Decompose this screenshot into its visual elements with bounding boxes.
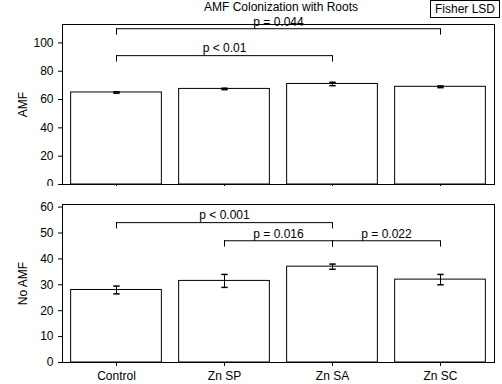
svg-text:Zn SA: Zn SA (316, 369, 349, 383)
svg-text:Zn SC: Zn SC (423, 369, 457, 383)
svg-text:p < 0.01: p < 0.01 (203, 41, 247, 55)
svg-text:Control: Control (97, 369, 136, 383)
svg-text:60: 60 (40, 92, 54, 106)
svg-text:60: 60 (40, 200, 54, 214)
svg-text:80: 80 (40, 64, 54, 78)
svg-text:p = 0.022: p = 0.022 (361, 227, 412, 241)
svg-text:20: 20 (40, 149, 54, 163)
svg-text:50: 50 (40, 226, 54, 240)
svg-text:20: 20 (40, 304, 54, 318)
svg-text:AMF: AMF (16, 92, 30, 117)
svg-text:Zn SP: Zn SP (208, 369, 241, 383)
svg-text:No AMF: No AMF (16, 262, 30, 305)
html-text:AMF Colonization with Roots: AMF Colonization with Roots (204, 0, 358, 14)
svg-text:10: 10 (40, 329, 54, 343)
html-text:Fisher LSD: Fisher LSD (435, 2, 495, 16)
svg-text:0: 0 (47, 177, 54, 186)
svg-text:30: 30 (40, 278, 54, 292)
svg-text:100: 100 (33, 36, 53, 50)
svg-text:p < 0.001: p < 0.001 (199, 208, 250, 222)
svg-text:40: 40 (40, 252, 54, 266)
svg-text:p = 0.016: p = 0.016 (253, 227, 304, 241)
svg-text:40: 40 (40, 121, 54, 135)
svg-text:p = 0.044: p = 0.044 (253, 15, 304, 29)
svg-text:0: 0 (47, 355, 54, 369)
